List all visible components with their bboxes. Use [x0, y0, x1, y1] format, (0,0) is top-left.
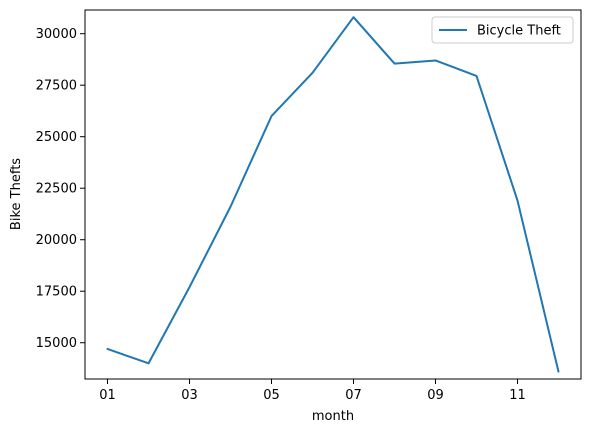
data-point: [394, 63, 396, 65]
legend-box: [431, 16, 574, 44]
x-tick-label: 11: [509, 388, 526, 403]
y-tick-label: 27500: [36, 79, 77, 94]
data-point: [558, 371, 560, 373]
data-point: [107, 348, 109, 350]
x-tick-label: 01: [99, 388, 116, 403]
y-tick-label: 17500: [36, 285, 77, 300]
x-axis-label: month: [312, 409, 354, 424]
y-tick-label: 20000: [36, 233, 77, 248]
data-point: [312, 72, 314, 74]
data-point: [271, 115, 273, 117]
legend-label: Bicycle Theft: [477, 24, 561, 39]
x-axis-ticks: 01 03 05 07 09 11: [99, 379, 526, 403]
x-tick-label: 09: [427, 388, 444, 403]
x-tick-label: 05: [263, 388, 280, 403]
data-point: [189, 286, 191, 288]
y-tick-label: 30000: [36, 27, 77, 42]
data-point: [230, 206, 232, 208]
data-point: [476, 75, 478, 77]
data-point: [517, 200, 519, 202]
y-tick-label: 22500: [36, 182, 77, 197]
y-axis-label: Bike Thefts: [9, 158, 24, 230]
x-tick-label: 07: [345, 388, 362, 403]
plot-area: [84, 9, 582, 380]
y-tick-label: 25000: [36, 130, 77, 145]
legend: Bicycle Theft: [431, 16, 574, 44]
data-point: [148, 362, 150, 364]
y-tick-label: 15000: [36, 336, 77, 351]
x-tick-label: 03: [181, 388, 198, 403]
series-lines: [106, 16, 560, 373]
data-point: [353, 16, 355, 18]
y-axis-ticks: 15000 17500 20000 22500 25000 27500 30000: [36, 27, 85, 351]
series-line: [106, 16, 560, 373]
data-point: [435, 59, 437, 61]
